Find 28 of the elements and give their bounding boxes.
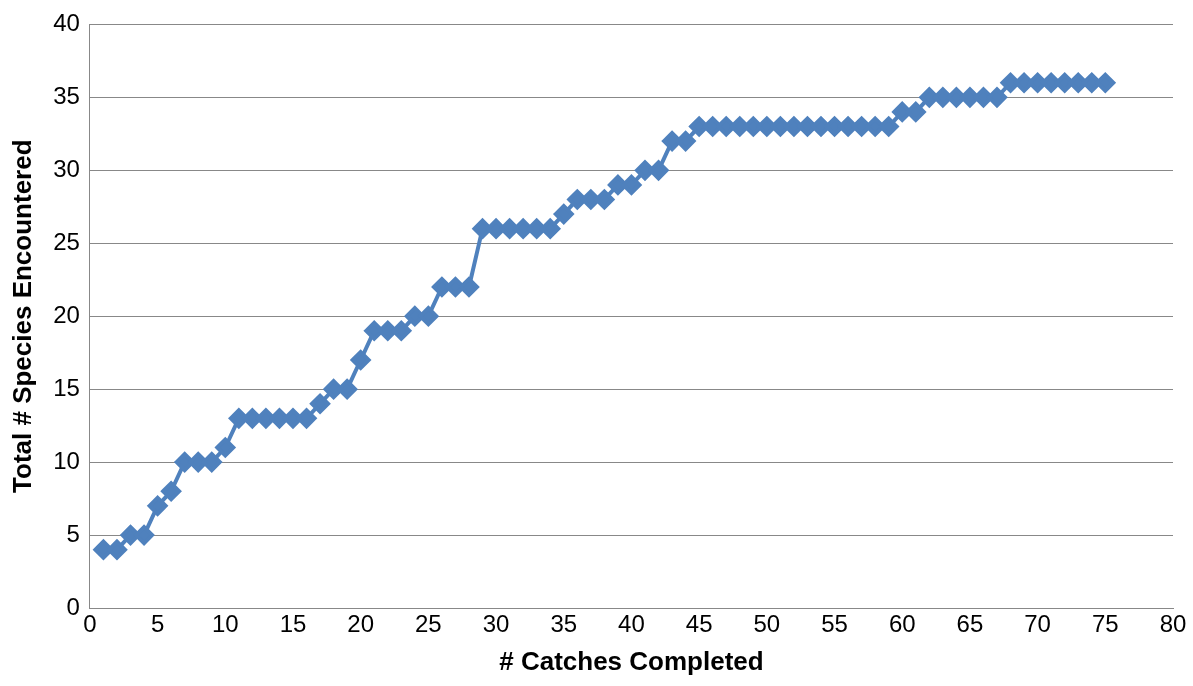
x-tick-label: 0	[83, 610, 97, 638]
x-tick-label: 50	[753, 610, 781, 638]
y-tick-label: 5	[66, 519, 80, 547]
x-tick-label: 60	[888, 610, 916, 638]
y-tick-label: 35	[53, 81, 80, 109]
x-tick-label: 45	[685, 610, 713, 638]
x-tick-label: 40	[618, 610, 645, 638]
x-tick-label: 35	[550, 610, 578, 638]
x-tick-label: 30	[482, 610, 510, 638]
x-tick-label: 55	[821, 610, 848, 638]
x-tick-label: 75	[1091, 610, 1119, 638]
x-tick-label: 25	[415, 610, 442, 638]
y-axis-title: Total # Species Encountered	[6, 139, 37, 493]
y-tick-label: 25	[53, 227, 80, 255]
x-axis-title: # Catches Completed	[499, 645, 764, 676]
y-tick-label: 30	[53, 154, 80, 182]
x-tick-label: 80	[1159, 610, 1187, 638]
x-tick-label: 15	[279, 610, 307, 638]
y-tick-label: 15	[53, 373, 80, 401]
y-tick-label: 40	[53, 9, 80, 37]
x-tick-label: 5	[150, 610, 165, 638]
x-tick-label: 20	[347, 610, 375, 638]
x-tick-label: 10	[211, 610, 239, 638]
y-tick-label: 10	[53, 446, 80, 474]
y-tick-label: 0	[66, 592, 80, 620]
x-tick-label: 70	[1024, 610, 1051, 638]
x-tick-label: 65	[956, 610, 984, 638]
y-tick-label: 20	[53, 300, 80, 328]
